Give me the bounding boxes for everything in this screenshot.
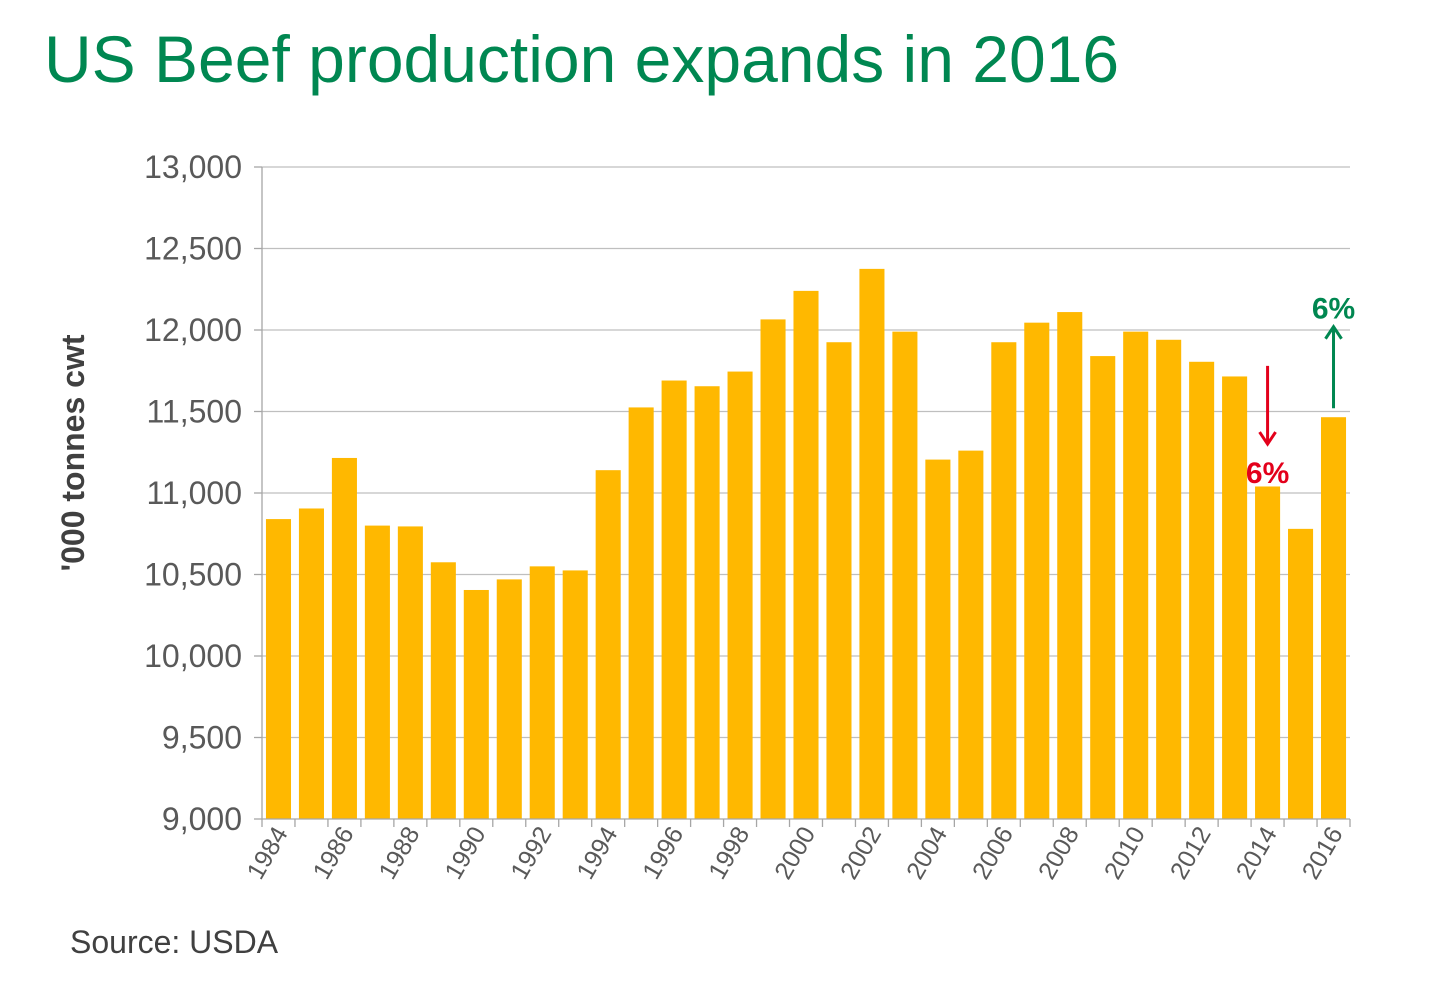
bar-2008 <box>1057 312 1083 819</box>
bar-1999 <box>760 319 786 819</box>
y-tick-label: 11,500 <box>147 394 243 430</box>
bar-1984 <box>265 519 292 819</box>
x-tick-label: 2012 <box>1165 822 1217 884</box>
y-tick-label: 12,000 <box>144 312 242 348</box>
bar-2009 <box>1090 356 1116 819</box>
bars <box>265 268 1347 819</box>
x-tick-label: 2002 <box>835 822 887 884</box>
bar-1989 <box>430 562 456 819</box>
chart-title: US Beef production expands in 2016 <box>44 22 1120 96</box>
x-tick-label: 2000 <box>769 822 821 884</box>
annotation-arrow-down-head <box>1258 431 1277 447</box>
bar-2001 <box>826 342 852 819</box>
x-tick-label: 1990 <box>439 822 491 884</box>
bar-2010 <box>1123 331 1149 819</box>
bar-1985 <box>298 508 324 819</box>
x-tick-label: 1998 <box>703 822 755 884</box>
bar-1987 <box>364 525 390 819</box>
y-tick-label: 12,500 <box>144 231 242 267</box>
bar-1991 <box>496 579 522 819</box>
y-tick-label: 10,000 <box>144 638 242 674</box>
bar-2014 <box>1255 486 1281 819</box>
bar-2003 <box>892 331 918 819</box>
annotation-label-down: 6% <box>1246 457 1289 490</box>
bar-2012 <box>1189 361 1215 819</box>
x-tick-label: 2016 <box>1297 822 1349 884</box>
x-tick-label: 2014 <box>1231 822 1283 884</box>
bar-2004 <box>925 459 951 819</box>
bar-1993 <box>562 570 588 819</box>
bar-1988 <box>397 526 423 819</box>
bar-2011 <box>1156 339 1182 819</box>
bar-1996 <box>661 380 687 819</box>
bar-1997 <box>694 386 720 819</box>
y-tick-label: 9,000 <box>162 801 242 837</box>
bar-1990 <box>463 589 489 819</box>
x-tick-label: 1988 <box>373 822 425 884</box>
x-tick-label: 2006 <box>967 822 1019 884</box>
bar-1995 <box>628 407 654 819</box>
y-tick-label: 10,500 <box>144 557 242 593</box>
x-tick-label: 1996 <box>637 822 689 884</box>
source-note: Source: USDA <box>70 924 279 960</box>
bar-2016 <box>1320 417 1347 819</box>
x-tick-label: 1984 <box>242 822 294 884</box>
bar-2015 <box>1288 528 1314 819</box>
bar-2007 <box>1024 322 1050 819</box>
y-tick-label: 9,500 <box>162 720 242 756</box>
bar-2013 <box>1222 376 1248 819</box>
bar-1986 <box>331 457 357 819</box>
y-tick-label: 13,000 <box>144 149 242 185</box>
bar-2006 <box>991 342 1017 819</box>
x-tick-label: 1986 <box>308 822 360 884</box>
x-tick-label: 1994 <box>571 822 623 884</box>
bar-2000 <box>793 290 819 819</box>
annotation-arrow-up-head <box>1324 324 1343 340</box>
y-tick-label: 11,000 <box>147 475 243 511</box>
annotations: 6% 6% <box>1246 293 1355 491</box>
bar-1994 <box>595 470 621 819</box>
x-tick-label: 2004 <box>901 822 953 884</box>
y-axis-label: '000 tonnes cwt <box>55 334 91 571</box>
bar-2002 <box>859 268 885 819</box>
y-axis-ticks: 9,000 9,500 10,000 10,500 11,000 11,500 12,000… <box>144 149 263 837</box>
x-axis-ticks: 1984 1986 1988 1990 1992 1994 1996 1998 2000 2002… <box>242 822 1349 884</box>
bar-1992 <box>529 566 555 819</box>
x-tick-label: 1992 <box>505 822 557 884</box>
x-tick-label: 2008 <box>1033 822 1085 884</box>
x-axis <box>261 818 1351 827</box>
annotation-label-up: 6% <box>1312 293 1355 326</box>
bar-2005 <box>958 450 984 819</box>
bar-1998 <box>727 371 753 819</box>
x-tick-label: 2010 <box>1099 822 1151 884</box>
